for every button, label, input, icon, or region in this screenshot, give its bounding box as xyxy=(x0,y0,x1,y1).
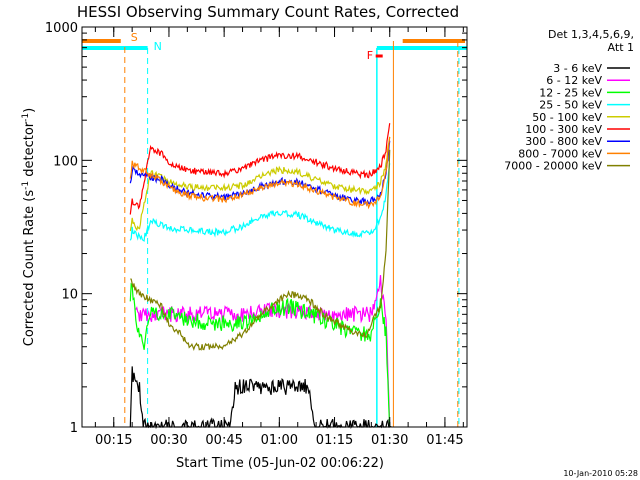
series-line xyxy=(129,163,391,242)
legend-label: 3 - 6 keV xyxy=(553,62,602,75)
x-tick-label: 01:15 xyxy=(316,433,353,448)
observing-bands: S N F xyxy=(82,31,467,427)
x-tick-label: 00:45 xyxy=(205,433,242,448)
x-tick-label: 00:15 xyxy=(95,433,132,448)
chart-title: HESSI Observing Summary Count Rates, Cor… xyxy=(77,3,459,21)
x-tick-label: 00:30 xyxy=(150,433,187,448)
x-tick-label: 01:45 xyxy=(426,433,463,448)
series-line xyxy=(130,149,391,352)
series-line xyxy=(129,282,391,428)
legend-label: 6 - 12 keV xyxy=(546,74,602,87)
x-axis: 00:15 00:30 00:45 01:00 01:15 01:30 01:45 xyxy=(94,27,464,448)
y-label-part2: detector xyxy=(22,121,37,181)
y-tick-label: 1 xyxy=(70,421,78,436)
y-axis-label: Corrected Count Rate (s-1 detector-1) xyxy=(21,108,37,346)
legend-label: 7000 - 20000 keV xyxy=(504,160,602,173)
legend-label: 25 - 50 keV xyxy=(539,99,602,112)
series-line xyxy=(129,366,392,430)
y-label-part1: Corrected Count Rate (s xyxy=(22,190,37,347)
legend-label: 50 - 100 keV xyxy=(532,111,602,124)
series-line xyxy=(129,136,391,232)
x-tick-label: 01:30 xyxy=(371,433,408,448)
flare-marker-label: F xyxy=(367,49,373,62)
y-label-sup1: -1 xyxy=(21,181,31,190)
legend-label: 100 - 300 keV xyxy=(525,123,602,136)
y-label-part3: ) xyxy=(22,108,37,113)
night-marker-label: N xyxy=(154,40,162,53)
y-tick-label: 10 xyxy=(61,288,78,303)
y-tick-label: 1000 xyxy=(45,21,78,36)
y-tick-label: 100 xyxy=(53,154,78,169)
x-axis-label: Start Time (05-Jun-02 00:06:22) xyxy=(176,456,384,471)
plot-frame xyxy=(81,26,468,428)
plot-lines xyxy=(129,123,392,430)
series-line xyxy=(129,123,391,215)
y-axis: 1 10 100 1000 xyxy=(45,21,467,436)
legend-label: 12 - 25 keV xyxy=(539,86,602,99)
series-line xyxy=(129,136,391,210)
series-line xyxy=(135,275,391,428)
footer-date: 10-Jan-2010 05:28 xyxy=(563,469,638,478)
legend-label: 300 - 800 keV xyxy=(525,135,602,148)
legend-label: 800 - 7000 keV xyxy=(518,147,602,160)
x-tick-label: 01:00 xyxy=(261,433,298,448)
saa-marker-label: S xyxy=(131,31,138,44)
legend-header-line1: Det 1,3,4,5,6,9, xyxy=(548,28,634,41)
legend-header-line2: Att 1 xyxy=(608,41,634,54)
y-label-sup2: -1 xyxy=(21,113,31,122)
